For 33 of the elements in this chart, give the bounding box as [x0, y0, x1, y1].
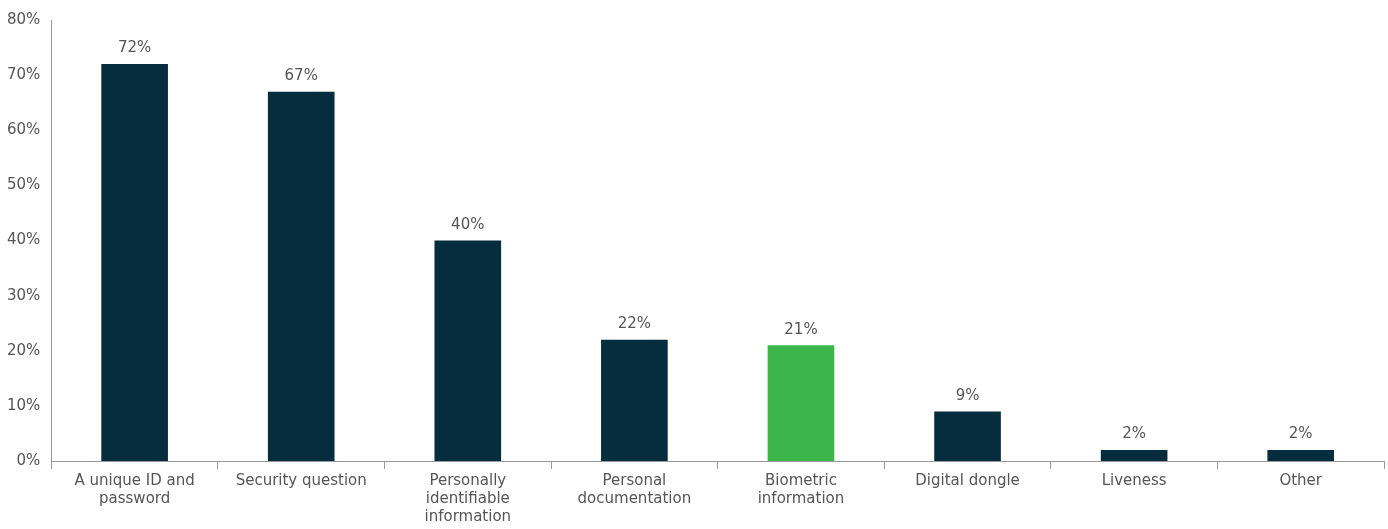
bar: [934, 411, 1001, 461]
y-tick-label: 30%: [7, 285, 41, 304]
x-tick-label: Digital dongle: [915, 470, 1020, 489]
y-tick-label: 70%: [7, 65, 41, 84]
x-tick-label: Liveness: [1101, 470, 1167, 489]
y-tick-label: 10%: [7, 395, 41, 414]
x-tick-label: Security question: [235, 470, 367, 489]
y-tick-label: 40%: [7, 230, 41, 249]
y-tick-label: 80%: [7, 9, 41, 28]
x-tick-label: Other: [1279, 470, 1323, 489]
y-tick-label: 0%: [16, 450, 41, 469]
data-label: 67%: [284, 66, 318, 85]
y-tick-label: 50%: [7, 175, 41, 194]
bar: [434, 240, 502, 461]
bar: [767, 345, 835, 461]
data-label: 22%: [617, 314, 652, 333]
bar: [101, 64, 168, 461]
x-tick-label: Biometric information: [757, 470, 845, 507]
data-label: 72%: [117, 38, 152, 57]
data-label: 21%: [784, 319, 818, 338]
y-tick-label: 60%: [7, 120, 41, 139]
y-tick-label: 20%: [7, 340, 41, 359]
bar: [601, 339, 668, 461]
data-label: 2%: [1288, 424, 1313, 443]
data-label: 2%: [1122, 424, 1147, 443]
data-label: 9%: [955, 385, 980, 404]
x-tick-label: Personally identifiable information: [424, 470, 512, 525]
bar: [1100, 449, 1168, 461]
x-tick-label: Personal documentation: [577, 470, 692, 507]
bar: [1267, 449, 1335, 461]
data-label: 40%: [451, 214, 485, 233]
bar: [267, 91, 335, 461]
x-tick-label: A unique ID and password: [74, 470, 195, 507]
